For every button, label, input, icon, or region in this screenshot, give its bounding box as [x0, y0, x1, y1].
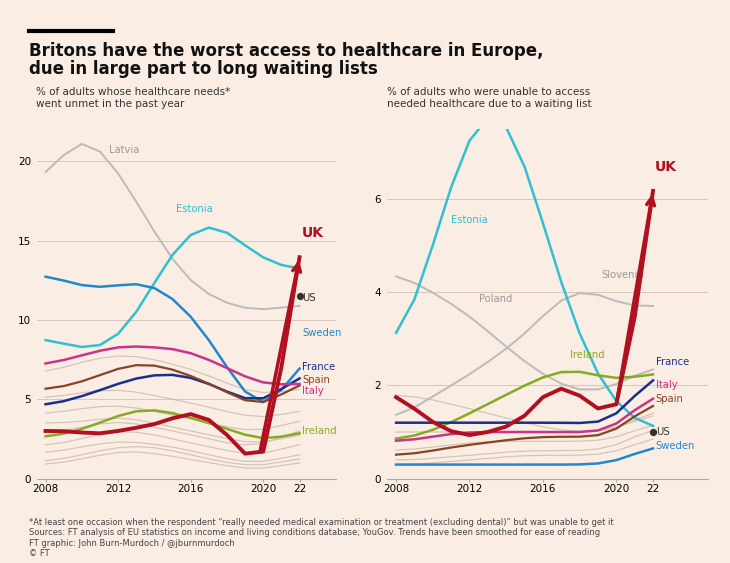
Text: US: US — [656, 427, 669, 437]
Text: Estonia: Estonia — [176, 204, 213, 214]
Text: Ireland: Ireland — [570, 350, 605, 360]
Text: *At least one occasion when the respondent “really needed medical examination or: *At least one occasion when the responde… — [29, 518, 614, 558]
Point — [648, 427, 659, 436]
Text: Spain: Spain — [656, 395, 684, 404]
Point — [293, 292, 305, 301]
Text: Poland: Poland — [479, 294, 512, 303]
Text: Sweden: Sweden — [656, 441, 695, 451]
Text: % of adults who were unable to access
needed healthcare due to a waiting list: % of adults who were unable to access ne… — [387, 87, 591, 109]
Text: Italy: Italy — [656, 381, 677, 391]
Text: Italy: Italy — [302, 386, 324, 396]
Text: Ireland: Ireland — [302, 426, 337, 436]
Text: Latvia: Latvia — [109, 145, 139, 155]
Text: UK: UK — [301, 226, 323, 240]
Text: France: France — [302, 363, 336, 373]
Text: due in large part to long waiting lists: due in large part to long waiting lists — [29, 60, 378, 78]
Text: Spain: Spain — [302, 375, 330, 385]
Text: Estonia: Estonia — [451, 215, 488, 225]
Text: US: US — [302, 293, 316, 303]
Text: Britons have the worst access to healthcare in Europe,: Britons have the worst access to healthc… — [29, 42, 544, 60]
Text: Slovenia: Slovenia — [602, 270, 644, 280]
Text: UK: UK — [655, 160, 677, 174]
Text: % of adults whose healthcare needs*
went unmet in the past year: % of adults whose healthcare needs* went… — [36, 87, 231, 109]
Text: France: France — [656, 357, 689, 367]
Text: Sweden: Sweden — [302, 328, 342, 338]
